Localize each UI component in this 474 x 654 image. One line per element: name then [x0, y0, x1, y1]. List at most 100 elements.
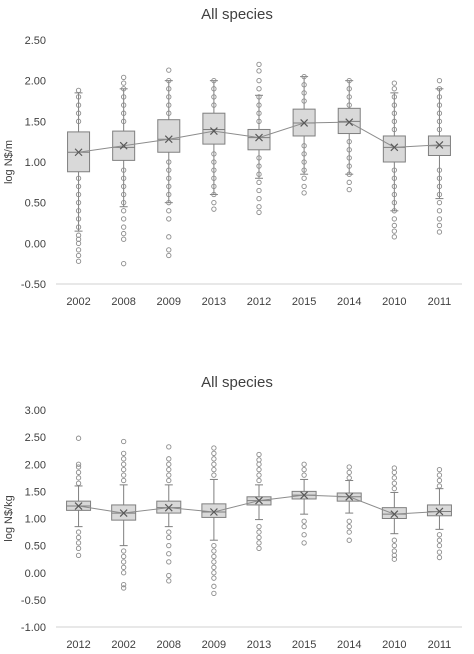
outlier-point [211, 151, 217, 157]
outlier-point [75, 183, 82, 190]
outlier-point [75, 480, 82, 486]
outlier-point [256, 451, 262, 458]
box-iqr [157, 119, 181, 153]
outlier-point [436, 167, 443, 173]
outlier-point [301, 523, 307, 530]
outlier-point [166, 86, 172, 92]
outlier-point [391, 126, 397, 133]
outlier-point [121, 183, 127, 190]
outlier-point [391, 94, 397, 100]
chart-plot: -0.50 0.00 0.50 1.00 1.50 2.00 2.50 log N$/m 200… [3, 35, 462, 308]
outlier-point [436, 78, 443, 84]
outlier-point [166, 102, 172, 108]
outlier-point [346, 523, 352, 530]
box-iqr [201, 503, 227, 518]
outlier-point [166, 559, 172, 565]
outlier-point [256, 102, 262, 108]
outlier-point [211, 183, 217, 190]
outlier-point [166, 467, 172, 473]
outlier-point [166, 534, 172, 541]
outlier-point [391, 167, 397, 173]
y-tick-label: -1.00 [21, 622, 46, 634]
outlier-point [75, 175, 82, 181]
outlier-point [166, 247, 172, 253]
outlier-point [75, 540, 82, 546]
outlier-point [256, 171, 262, 177]
outlier-point [211, 167, 217, 173]
x-tick-label: 2012 [66, 639, 90, 651]
x-tick-label: 2014 [337, 639, 361, 651]
outlier-point [436, 118, 443, 124]
outlier-point [121, 472, 127, 478]
outlier-point [301, 159, 307, 165]
outlier-point [256, 534, 262, 541]
outlier-point [301, 82, 307, 88]
chart-plot: -1.00 -0.50 0.00 0.50 1.00 1.50 2.00 2.50 3.00 lo… [3, 405, 462, 651]
outlier-point [121, 548, 127, 554]
outlier-point [436, 229, 443, 235]
outlier-point [211, 86, 217, 92]
outlier-point [301, 472, 307, 478]
outlier-point [346, 94, 352, 100]
outlier-point [391, 216, 397, 222]
x-tick-label: 2011 [428, 296, 452, 308]
outlier-point [301, 90, 307, 96]
outlier-point [436, 472, 443, 478]
outlier-point [166, 477, 172, 484]
mean-marker [164, 135, 173, 144]
mean-marker [435, 507, 444, 516]
outlier-point [391, 110, 397, 116]
y-tick-label: 2.50 [25, 432, 46, 444]
x-tick-label: 2010 [382, 639, 406, 651]
outlier-point [436, 126, 443, 133]
outlier-point [211, 191, 217, 198]
outlier-point [75, 461, 82, 467]
outlier-point [301, 175, 307, 181]
outlier-point [301, 183, 307, 190]
outlier-point [391, 469, 397, 476]
y-axis-label: log N$/kg [3, 495, 15, 541]
outlier-point [256, 457, 262, 463]
outlier-point [121, 477, 127, 484]
outlier-point [391, 480, 397, 486]
outlier-point [211, 583, 217, 589]
outlier-point [346, 139, 352, 145]
outlier-point [436, 216, 443, 222]
outlier-point [121, 102, 127, 108]
outlier-point [436, 183, 443, 190]
outlier-point [121, 167, 127, 173]
outlier-point [346, 102, 352, 108]
outlier-point [256, 461, 262, 467]
outlier-point [211, 94, 217, 100]
x-tick-label: 2008 [111, 296, 135, 308]
outlier-point [391, 200, 397, 206]
outlier-point [166, 234, 172, 240]
outlier-point [301, 98, 307, 104]
outlier-point [121, 230, 127, 237]
mean-marker [74, 502, 83, 510]
outlier-point [391, 86, 397, 92]
outlier-point [166, 78, 172, 84]
outlier-point [75, 545, 82, 551]
outlier-point [256, 94, 262, 100]
outlier-point [166, 572, 172, 579]
outlier-point [391, 208, 397, 214]
chart-title: All species [201, 6, 273, 23]
outlier-point [121, 438, 127, 445]
outlier-point [121, 570, 127, 576]
outlier-point [166, 200, 172, 206]
outlier-point [75, 258, 82, 264]
outlier-point [121, 80, 127, 86]
outlier-point [391, 102, 397, 108]
outlier-point [391, 80, 397, 86]
x-tick-label: 2009 [157, 296, 181, 308]
outlier-point [391, 183, 397, 190]
x-tick-label: 2012 [247, 296, 271, 308]
outlier-point [436, 467, 443, 473]
box-iqr [381, 507, 407, 519]
outlier-point [75, 252, 82, 259]
x-tick-label: 2013 [202, 296, 226, 308]
outlier-point [301, 532, 307, 538]
outlier-point [256, 68, 262, 74]
outlier-point [121, 224, 127, 230]
